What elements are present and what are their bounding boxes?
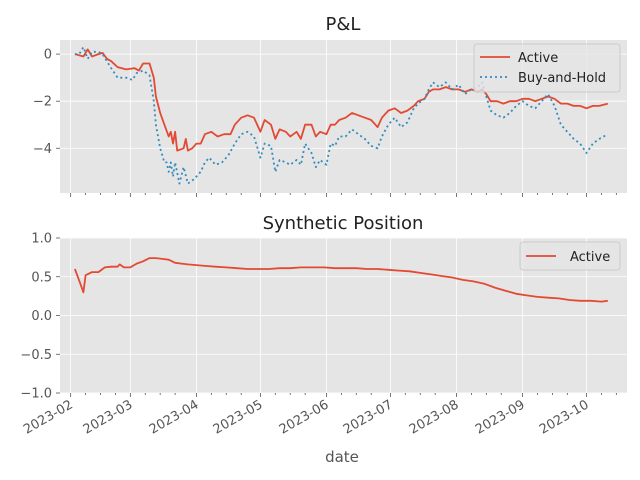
x-tick-label: 2023-07 (341, 397, 396, 437)
position-legend-frame (519, 241, 621, 271)
position-y-ticks: 1.0 0.5 0.0 −0.5 −1.0 (20, 232, 60, 402)
y-tick-label: −2 (33, 95, 52, 110)
x-tick-label: 2023-02 (21, 397, 76, 437)
position-series-group (74, 257, 608, 303)
pnl-gridlines (60, 40, 627, 193)
series-line-active (74, 257, 608, 303)
pnl-legend: Active Buy-and-Hold (473, 43, 621, 93)
pnl-title: P&L (326, 14, 361, 35)
x-axis-label: date (325, 448, 359, 466)
x-tick-label: 2023-03 (81, 397, 136, 437)
y-tick-label: −4 (33, 142, 52, 157)
y-tick-label: 0.5 (31, 270, 52, 285)
x-tick-label: 2023-04 (147, 397, 202, 437)
series-line-buy-and-hold (74, 46, 609, 185)
pnl-legend-frame (473, 43, 621, 93)
pnl-legend-label-buy-and-hold: Buy-and-Hold (518, 71, 606, 86)
y-tick-label: 0 (44, 48, 52, 63)
pnl-y-ticks: 0 −2 −4 (33, 48, 60, 157)
y-tick-label: 1.0 (31, 232, 52, 247)
x-tick-label: 2023-10 (537, 397, 592, 437)
position-title: Synthetic Position (263, 213, 424, 234)
y-tick-label: −0.5 (20, 348, 52, 363)
pnl-panel: 0 −2 −4 P&L Active Buy-and-Hold (33, 14, 627, 197)
pnl-x-ticks (70, 193, 617, 197)
y-tick-label: −1.0 (20, 387, 52, 402)
position-x-ticks: 2023-02 2023-03 2023-04 2023-05 2023-06 2023-… (21, 393, 617, 438)
pnl-legend-label-active: Active (518, 51, 558, 66)
x-tick-label: 2023-06 (277, 397, 332, 437)
y-tick-label: 0.0 (31, 309, 52, 324)
position-legend: Active (519, 241, 621, 271)
x-tick-label: 2023-08 (407, 397, 462, 437)
series-line-active (74, 48, 609, 152)
x-tick-label: 2023-09 (473, 397, 528, 437)
position-panel: 1.00.50.0−0.5−1.0 2023-02 2023-03 2023-04 2… (20, 213, 627, 466)
pnl-series-group (74, 46, 609, 185)
position-legend-label-active: Active (570, 250, 610, 265)
x-tick-label: 2023-05 (211, 397, 266, 437)
